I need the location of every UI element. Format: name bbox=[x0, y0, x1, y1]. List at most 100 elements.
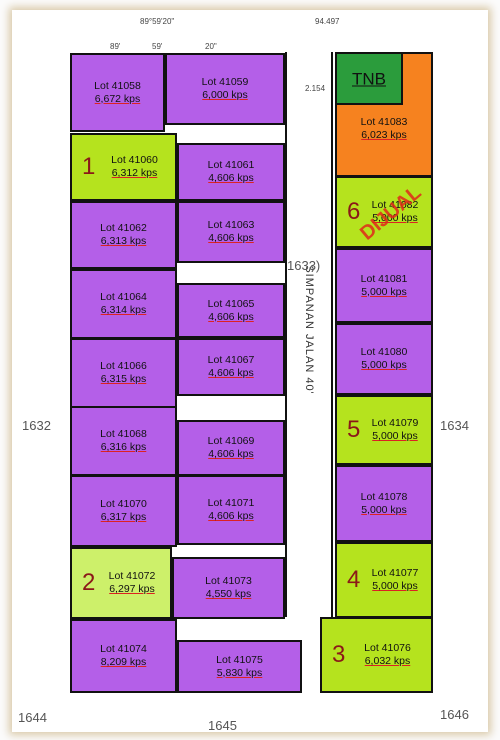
road-name: SIMPANAN JALAN 40' bbox=[303, 265, 315, 395]
bearing: 89' bbox=[110, 42, 121, 51]
lot-text: Lot 41073 4,550 kps bbox=[174, 575, 283, 601]
lot-number: Lot 41069 bbox=[207, 435, 255, 447]
lot: Lot 41069 4,606 kps bbox=[177, 420, 285, 476]
lot-number: Lot 41072 bbox=[108, 570, 156, 582]
lot: Lot 41063 4,606 kps bbox=[177, 201, 285, 263]
lot-area: 4,606 kps bbox=[208, 510, 254, 522]
lot: Lot 41070 6,317 kps bbox=[70, 475, 177, 547]
lot: Lot 41080 5,000 kps bbox=[335, 323, 433, 395]
lot-number: Lot 41074 bbox=[100, 643, 147, 655]
lot-number: Lot 41075 bbox=[216, 653, 263, 666]
lot: Lot 41082 5,000 kps 6 DIJUAL bbox=[335, 176, 433, 248]
lot-number: Lot 41082 bbox=[371, 199, 419, 211]
neighbour-lot: 1646 bbox=[440, 707, 469, 722]
lot-area: 5,830 kps bbox=[216, 666, 263, 679]
lot-area: 6,315 kps bbox=[100, 373, 147, 385]
lot-text: Lot 41066 6,315 kps bbox=[72, 360, 175, 386]
lot-area: 6,000 kps bbox=[202, 89, 248, 101]
tnb-lot: TNB bbox=[335, 52, 403, 105]
lot: Lot 41072 6,297 kps 2 bbox=[70, 547, 172, 619]
lot-area: 6,312 kps bbox=[111, 167, 158, 179]
lot: Lot 41062 6,313 kps bbox=[70, 201, 177, 269]
lot-number: Lot 41076 bbox=[364, 642, 411, 654]
lot-area: 4,606 kps bbox=[208, 310, 254, 323]
lot-area: 6,317 kps bbox=[100, 511, 147, 523]
lot-area: 5,000 kps bbox=[372, 430, 418, 442]
lot-text: Lot 41059 6,000 kps bbox=[167, 76, 283, 102]
lot-text: Lot 41077 5,000 kps bbox=[359, 567, 431, 593]
lot-text: Lot 41082 5,000 kps bbox=[359, 199, 431, 225]
lot-area: 5,000 kps bbox=[372, 212, 418, 224]
neighbour-lot: 1633) bbox=[287, 258, 321, 273]
lot: Lot 41073 4,550 kps bbox=[172, 557, 285, 619]
neighbour-lot: 1634 bbox=[440, 418, 469, 433]
lot-text: Lot 41080 5,000 kps bbox=[337, 346, 431, 372]
lot-marker: 3 bbox=[332, 641, 346, 668]
lot-area: 6,032 kps bbox=[364, 655, 411, 667]
lot-text: Lot 41076 6,032 kps bbox=[344, 642, 431, 668]
lot-marker: 6 bbox=[347, 198, 361, 225]
lot-area: 8,209 kps bbox=[100, 656, 147, 668]
lot: Lot 41078 5,000 kps bbox=[335, 465, 433, 542]
lot-text: Lot 41063 4,606 kps bbox=[179, 219, 283, 245]
lot: Lot 41059 6,000 kps bbox=[165, 53, 285, 125]
neighbour-lot: 1632 bbox=[22, 418, 51, 433]
lot-number: Lot 41083 bbox=[360, 116, 408, 129]
lot-text: Lot 41072 6,297 kps bbox=[94, 570, 170, 596]
lot-text: Lot 41079 5,000 kps bbox=[359, 417, 431, 443]
lot-text: Lot 41069 4,606 kps bbox=[179, 435, 283, 461]
road bbox=[285, 52, 333, 617]
lot-text: Lot 41071 4,606 kps bbox=[179, 497, 283, 523]
lot-text: Lot 41061 4,606 kps bbox=[179, 159, 283, 185]
lot-area: 4,550 kps bbox=[205, 588, 252, 600]
lot-marker: 1 bbox=[82, 153, 96, 180]
lot-area: 5,000 kps bbox=[361, 503, 407, 516]
lot-marker: 2 bbox=[82, 569, 96, 596]
lot-number: Lot 41077 bbox=[371, 567, 419, 579]
lot-text: Lot 41083 6,023 kps bbox=[337, 116, 431, 142]
lot: Lot 41074 8,209 kps bbox=[70, 619, 177, 693]
lot: Lot 41061 4,606 kps bbox=[177, 143, 285, 201]
lot-area: 6,316 kps bbox=[100, 441, 147, 453]
bearing: 2.154 bbox=[305, 84, 326, 93]
lot-text: Lot 41062 6,313 kps bbox=[72, 222, 175, 248]
lot-number: Lot 41064 bbox=[100, 291, 147, 303]
lot-number: Lot 41058 bbox=[94, 79, 141, 92]
lot: Lot 41060 6,312 kps 1 bbox=[70, 133, 177, 201]
lot-number: Lot 41078 bbox=[360, 490, 408, 503]
lot-area: 5,000 kps bbox=[361, 285, 407, 298]
lot-text: Lot 41070 6,317 kps bbox=[72, 498, 175, 524]
lot: Lot 41079 5,000 kps 5 bbox=[335, 395, 433, 465]
lot-number: Lot 41063 bbox=[207, 219, 255, 231]
lot-area: 6,313 kps bbox=[100, 235, 147, 247]
lot: Lot 41075 5,830 kps bbox=[177, 640, 302, 693]
lot-number: Lot 41062 bbox=[100, 222, 147, 234]
lot-number: Lot 41067 bbox=[207, 354, 255, 366]
lot-area: 4,606 kps bbox=[208, 232, 254, 244]
lot-text: Lot 41068 6,316 kps bbox=[72, 428, 175, 454]
lot-number: Lot 41066 bbox=[100, 360, 147, 372]
lot-number: Lot 41080 bbox=[360, 346, 408, 358]
lot: Lot 41081 5,000 kps bbox=[335, 248, 433, 323]
lot-area: 6,023 kps bbox=[361, 129, 407, 142]
lot-number: Lot 41061 bbox=[207, 159, 255, 171]
lot: Lot 41058 6,672 kps bbox=[70, 53, 165, 132]
bearing: 94.497 bbox=[315, 17, 340, 26]
lot-area: 6,314 kps bbox=[100, 304, 147, 316]
lot-number: Lot 41070 bbox=[100, 498, 147, 510]
lot: Lot 41067 4,606 kps bbox=[177, 338, 285, 396]
lot-marker: 5 bbox=[347, 416, 361, 443]
lot-area: 6,297 kps bbox=[109, 583, 155, 595]
lot-number: Lot 41068 bbox=[100, 428, 147, 440]
lot: Lot 41068 6,316 kps bbox=[70, 406, 177, 476]
lot-text: Lot 41081 5,000 kps bbox=[337, 273, 431, 299]
tnb-label: TNB bbox=[352, 69, 386, 88]
lot-text: Lot 41075 5,830 kps bbox=[179, 654, 300, 680]
lot-text: Lot 41058 6,672 kps bbox=[72, 80, 163, 106]
lot: Lot 41071 4,606 kps bbox=[177, 475, 285, 545]
lot: Lot 41077 5,000 kps 4 bbox=[335, 542, 433, 618]
lot-text: Lot 41065 4,606 kps bbox=[179, 298, 283, 324]
lot-text: Lot 41060 6,312 kps bbox=[94, 154, 175, 180]
lot-area: 4,606 kps bbox=[208, 448, 254, 460]
